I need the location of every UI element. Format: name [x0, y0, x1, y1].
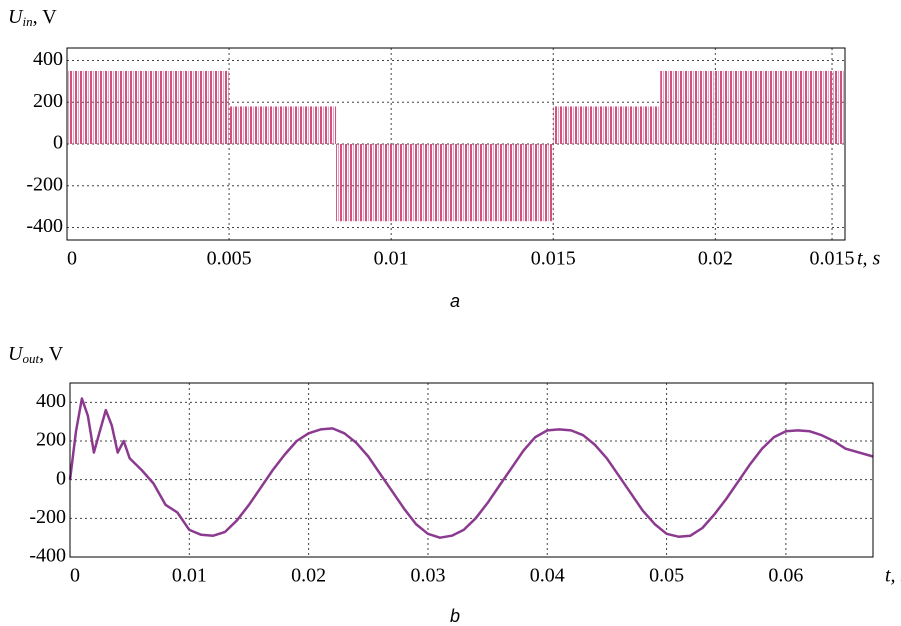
pwm-segment	[660, 70, 845, 144]
y-tick-label: -400	[26, 215, 63, 237]
x-tick-label: 0	[67, 248, 77, 270]
caption: a	[450, 291, 460, 311]
y-tick-label: -200	[26, 173, 63, 195]
pwm-segment	[229, 106, 337, 144]
y-label-unit: , V	[39, 343, 64, 365]
x-tick-label: 0.01	[374, 248, 409, 270]
x-tick-label: 0.015	[531, 248, 576, 270]
y-tick-label: 200	[33, 90, 63, 112]
y-axis-label: Uout, V	[8, 343, 64, 366]
y-tick-label: 400	[36, 390, 66, 412]
pwm-segment	[67, 70, 230, 144]
y-label-unit: , V	[33, 6, 58, 28]
x-axis-label: t, s	[885, 565, 901, 587]
x-tick-label: 0.05	[649, 565, 684, 587]
x-tick-label: 0.01	[172, 565, 207, 587]
x-tick-label: 0	[70, 565, 80, 587]
y-label-main: U	[8, 6, 24, 28]
y-label-main: U	[8, 343, 24, 365]
x-tick-label: 0.005	[207, 248, 252, 270]
y-axis-label: Uin, V	[8, 6, 57, 29]
pwm-segment	[336, 144, 554, 222]
y-tick-label: -400	[29, 545, 66, 567]
y-label-sub: out	[22, 351, 39, 366]
y-tick-label: 0	[56, 467, 66, 489]
caption: b	[450, 606, 460, 626]
y-tick-label: 200	[36, 429, 66, 451]
y-label-sub: in	[22, 14, 32, 29]
plot-frame	[66, 47, 846, 241]
y-tick-label: 400	[33, 48, 63, 70]
plot-frame	[69, 382, 874, 558]
y-tick-label: -200	[29, 506, 66, 528]
pwm-segment	[553, 106, 661, 144]
x-axis-label: t, s	[857, 248, 881, 270]
line-series	[68, 397, 874, 539]
y-tick-label: 0	[53, 132, 63, 154]
x-tick-label: 0.03	[410, 565, 445, 587]
x-tick-label: 0.015	[810, 248, 855, 270]
x-tick-label: 0.02	[291, 565, 326, 587]
x-tick-label: 0.02	[698, 248, 733, 270]
x-tick-label: 0.04	[530, 565, 565, 587]
x-tick-label: 0.06	[768, 565, 803, 587]
